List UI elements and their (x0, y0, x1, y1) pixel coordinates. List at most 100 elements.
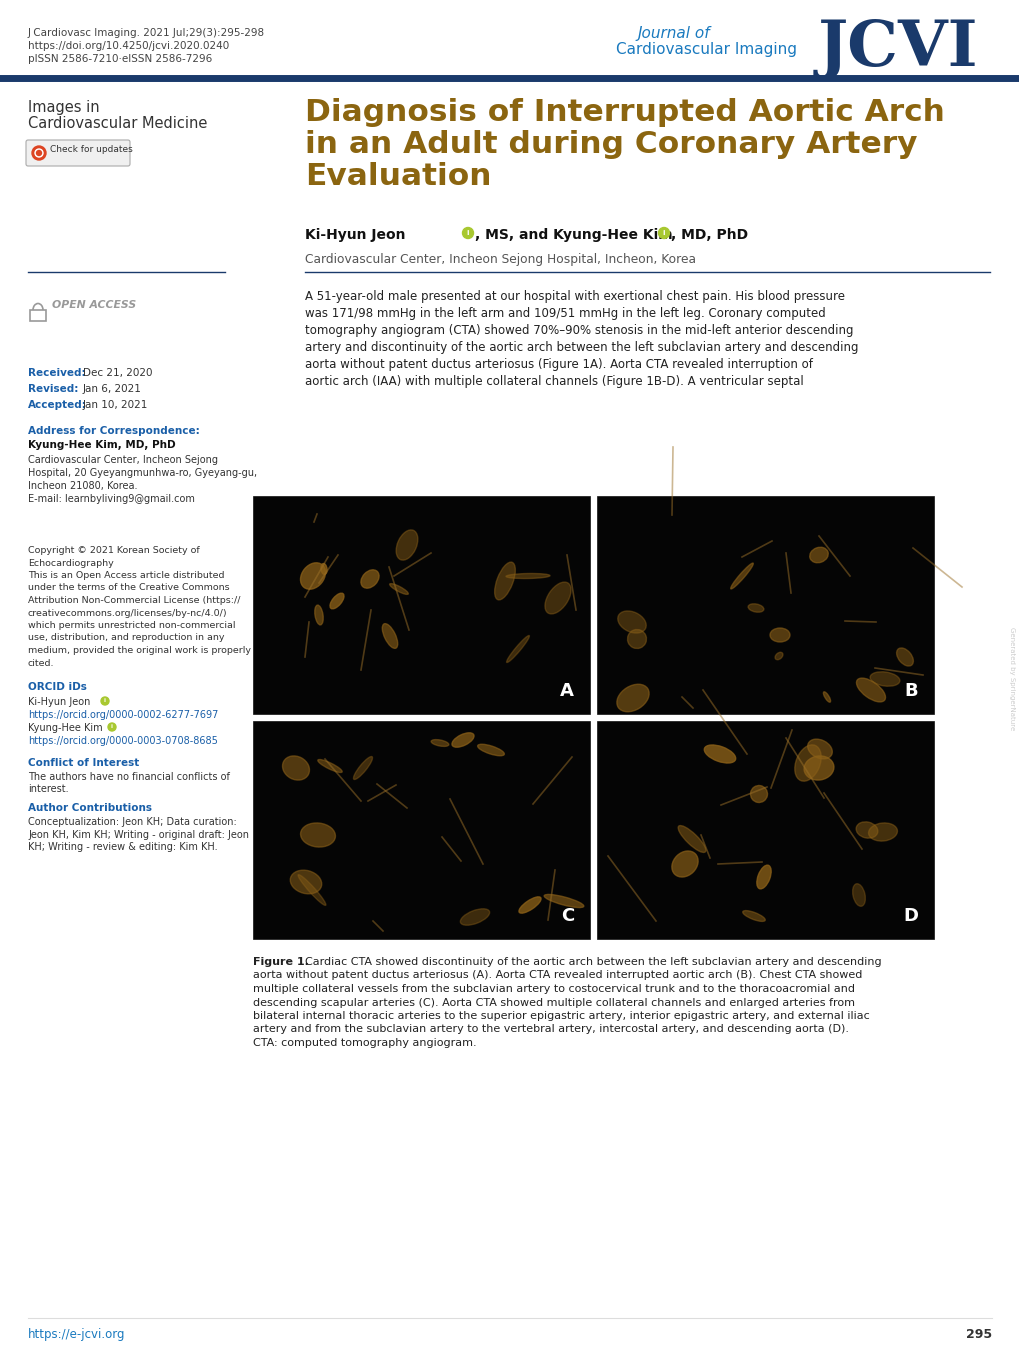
Text: Copyright © 2021 Korean Society of: Copyright © 2021 Korean Society of (28, 546, 200, 554)
Text: cited.: cited. (28, 659, 54, 667)
Text: OPEN ACCESS: OPEN ACCESS (52, 300, 137, 310)
Ellipse shape (505, 573, 549, 579)
Ellipse shape (354, 757, 372, 780)
Circle shape (35, 149, 43, 158)
Text: https://orcid.org/0000-0003-0708-8685: https://orcid.org/0000-0003-0708-8685 (28, 737, 218, 746)
FancyBboxPatch shape (25, 140, 129, 166)
Text: J Cardiovasc Imaging. 2021 Jul;29(3):295-298: J Cardiovasc Imaging. 2021 Jul;29(3):295… (28, 29, 265, 38)
Text: Jan 6, 2021: Jan 6, 2021 (83, 385, 142, 394)
Text: artery and discontinuity of the aortic arch between the left subclavian artery a: artery and discontinuity of the aortic a… (305, 341, 858, 353)
Text: Dec 21, 2020: Dec 21, 2020 (83, 368, 153, 378)
Ellipse shape (382, 624, 397, 648)
Circle shape (462, 227, 473, 238)
Ellipse shape (774, 652, 783, 659)
Ellipse shape (750, 786, 766, 803)
Ellipse shape (519, 897, 540, 913)
Text: artery and from the subclavian artery to the vertebral artery, intercostal arter: artery and from the subclavian artery to… (253, 1025, 848, 1034)
Text: Cardiac CTA showed discontinuity of the aortic arch between the left subclavian : Cardiac CTA showed discontinuity of the … (305, 957, 880, 968)
Text: Attribution Non-Commercial License (https://: Attribution Non-Commercial License (http… (28, 597, 240, 605)
Text: Check for updates: Check for updates (50, 145, 132, 154)
Text: https://e-jcvi.org: https://e-jcvi.org (28, 1328, 125, 1341)
Bar (30, 310, 46, 321)
Ellipse shape (431, 739, 448, 746)
Text: A: A (559, 682, 574, 700)
Text: CTA: computed tomography angiogram.: CTA: computed tomography angiogram. (253, 1038, 476, 1048)
Text: creativecommons.org/licenses/by-nc/4.0/): creativecommons.org/licenses/by-nc/4.0/) (28, 609, 227, 617)
Ellipse shape (730, 563, 753, 588)
Text: aortic arch (IAA) with multiple collateral channels (Figure 1B-D). A ventricular: aortic arch (IAA) with multiple collater… (305, 375, 803, 389)
Text: https://orcid.org/0000-0002-6277-7697: https://orcid.org/0000-0002-6277-7697 (28, 709, 218, 720)
Text: ORCID iDs: ORCID iDs (28, 682, 87, 692)
Text: Diagnosis of Interrupted Aortic Arch: Diagnosis of Interrupted Aortic Arch (305, 98, 944, 126)
Ellipse shape (627, 629, 646, 648)
Text: interest.: interest. (28, 784, 68, 795)
Ellipse shape (318, 760, 341, 772)
Circle shape (101, 697, 109, 705)
Text: Generated by SpringerNature: Generated by SpringerNature (1008, 628, 1014, 731)
Text: pISSN 2586-7210·eISSN 2586-7296: pISSN 2586-7210·eISSN 2586-7296 (28, 54, 212, 64)
Text: under the terms of the Creative Commons: under the terms of the Creative Commons (28, 583, 229, 593)
Text: Kyung-Hee Kim, MD, PhD: Kyung-Hee Kim, MD, PhD (28, 440, 175, 450)
Text: Journal of: Journal of (637, 26, 710, 41)
Text: Jan 10, 2021: Jan 10, 2021 (83, 400, 148, 410)
Ellipse shape (298, 875, 326, 905)
Text: aorta without patent ductus arteriosus (Figure 1A). Aorta CTA revealed interrupt: aorta without patent ductus arteriosus (… (305, 357, 812, 371)
Text: Incheon 21080, Korea.: Incheon 21080, Korea. (28, 481, 138, 491)
Text: Hospital, 20 Gyeyangmunhwa-ro, Gyeyang-gu,: Hospital, 20 Gyeyangmunhwa-ro, Gyeyang-g… (28, 467, 257, 478)
Circle shape (32, 145, 46, 160)
Text: Cardiovascular Center, Incheon Sejong: Cardiovascular Center, Incheon Sejong (28, 455, 218, 465)
Text: aorta without patent ductus arteriosus (A). Aorta CTA revealed interrupted aorti: aorta without patent ductus arteriosus (… (253, 970, 861, 980)
Ellipse shape (389, 583, 408, 594)
Ellipse shape (460, 909, 489, 925)
Bar (253, 722, 589, 939)
Ellipse shape (315, 605, 323, 625)
Text: Kyung-Hee Kim: Kyung-Hee Kim (28, 723, 103, 733)
Text: i: i (467, 230, 469, 236)
Ellipse shape (678, 825, 705, 852)
Text: Address for Correspondence:: Address for Correspondence: (28, 425, 200, 436)
Text: Echocardiography: Echocardiography (28, 559, 114, 568)
Ellipse shape (282, 756, 309, 780)
Ellipse shape (856, 678, 884, 701)
Text: D: D (902, 906, 917, 925)
Text: tomography angiogram (CTA) showed 70%–90% stenosis in the mid-left anterior desc: tomography angiogram (CTA) showed 70%–90… (305, 323, 853, 337)
Text: Ki-Hyun Jeon: Ki-Hyun Jeon (305, 228, 410, 242)
Text: Figure 1.: Figure 1. (253, 957, 313, 968)
Text: B: B (904, 682, 917, 700)
Ellipse shape (742, 911, 764, 921)
Ellipse shape (395, 530, 418, 560)
Ellipse shape (477, 745, 503, 756)
Circle shape (658, 227, 668, 238)
Bar (253, 496, 589, 713)
Text: i: i (111, 724, 113, 730)
Ellipse shape (809, 548, 827, 563)
Ellipse shape (868, 824, 897, 841)
Ellipse shape (451, 733, 474, 747)
Ellipse shape (544, 894, 583, 908)
Ellipse shape (301, 563, 325, 590)
Ellipse shape (807, 739, 832, 758)
Ellipse shape (672, 851, 697, 877)
Text: Author Contributions: Author Contributions (28, 803, 152, 813)
Ellipse shape (618, 612, 646, 633)
Text: i: i (662, 230, 664, 236)
Ellipse shape (747, 603, 763, 612)
Text: in an Adult during Coronary Artery: in an Adult during Coronary Artery (305, 130, 917, 159)
Ellipse shape (822, 692, 829, 703)
Text: Accepted:: Accepted: (28, 400, 87, 410)
Ellipse shape (301, 824, 335, 847)
Text: KH; Writing - review & editing: Kim KH.: KH; Writing - review & editing: Kim KH. (28, 843, 217, 852)
Circle shape (108, 723, 116, 731)
Text: A 51-year-old male presented at our hospital with exertional chest pain. His blo: A 51-year-old male presented at our hosp… (305, 289, 844, 303)
Text: Conflict of Interest: Conflict of Interest (28, 758, 140, 768)
Text: use, distribution, and reproduction in any: use, distribution, and reproduction in a… (28, 633, 224, 643)
Ellipse shape (321, 564, 327, 575)
Bar (596, 496, 933, 713)
Text: i: i (104, 699, 106, 704)
Text: was 171/98 mmHg in the left arm and 109/51 mmHg in the left leg. Coronary comput: was 171/98 mmHg in the left arm and 109/… (305, 307, 825, 319)
Ellipse shape (330, 593, 343, 609)
Text: Jeon KH, Kim KH; Writing - original draft: Jeon: Jeon KH, Kim KH; Writing - original draf… (28, 829, 249, 840)
Bar (596, 722, 933, 939)
Text: https://doi.org/10.4250/jcvi.2020.0240: https://doi.org/10.4250/jcvi.2020.0240 (28, 41, 229, 52)
Ellipse shape (794, 745, 820, 781)
